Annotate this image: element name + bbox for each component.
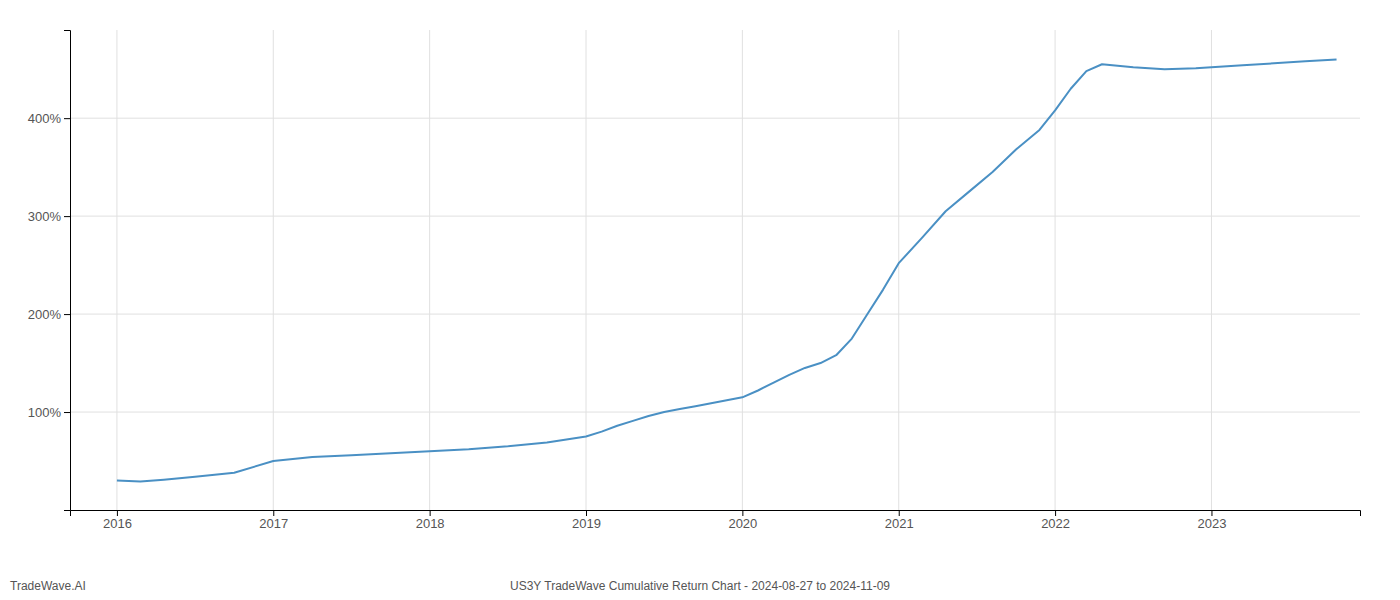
- tick: 2021: [885, 510, 914, 531]
- tick-mark: [273, 510, 274, 516]
- tick-mark: [117, 510, 118, 516]
- tick-label: 2018: [416, 516, 445, 531]
- tick: 2019: [572, 510, 601, 531]
- tick: 2022: [1041, 510, 1070, 531]
- grid-line: [70, 314, 1360, 315]
- x-axis: 2016 2017 2018 2019 2020 2021 2022 2023: [71, 510, 1361, 531]
- grid-line: [116, 30, 117, 510]
- y-axis: 100% 200% 300% 400%: [28, 31, 71, 511]
- tick-label: 200%: [28, 307, 62, 322]
- grid-line: [586, 30, 587, 510]
- tick-label: 2022: [1041, 516, 1070, 531]
- tick: 400%: [28, 111, 70, 126]
- tick-mark: [64, 314, 70, 315]
- grid-line: [742, 30, 743, 510]
- grid-line: [70, 216, 1360, 217]
- title: US3Y TradeWave Cumulative Return Chart -…: [510, 579, 890, 593]
- tick-mark: [586, 510, 587, 516]
- tick: 100%: [28, 405, 70, 420]
- tick: 200%: [28, 307, 70, 322]
- tick-mark: [1211, 510, 1212, 516]
- line: [117, 59, 1337, 481]
- tick-mark: [742, 510, 743, 516]
- tick: 2020: [728, 510, 757, 531]
- tick-label: 2016: [103, 516, 132, 531]
- tick-label: 300%: [28, 209, 62, 224]
- tick-label: 2019: [572, 516, 601, 531]
- tick-label: 2017: [259, 516, 288, 531]
- grid-line: [70, 412, 1360, 413]
- grid: [70, 30, 1360, 510]
- watermark: TradeWave.AI: [10, 579, 86, 593]
- tick-label: 400%: [28, 111, 62, 126]
- grid-line: [429, 30, 430, 510]
- tick-mark: [64, 118, 70, 119]
- tick-mark: [1055, 510, 1056, 516]
- tick: 2018: [416, 510, 445, 531]
- tick-mark: [64, 412, 70, 413]
- tick-mark: [899, 510, 900, 516]
- grid-line: [898, 30, 899, 510]
- tick-mark: [64, 216, 70, 217]
- tick-label: 2021: [885, 516, 914, 531]
- tick: 2016: [103, 510, 132, 531]
- tick: 2017: [259, 510, 288, 531]
- plot-area: [117, 59, 1337, 481]
- axis-line: [64, 31, 71, 511]
- grid-line: [1055, 30, 1056, 510]
- tick-label: 2023: [1197, 516, 1226, 531]
- tick-mark: [430, 510, 431, 516]
- tick-label: 100%: [28, 405, 62, 420]
- tick: 2023: [1197, 510, 1226, 531]
- tick: 300%: [28, 209, 70, 224]
- grid-line: [1211, 30, 1212, 510]
- tick-label: 2020: [728, 516, 757, 531]
- grid-line: [273, 30, 274, 510]
- chart: 2016 2017 2018 2019 2020 2021 2022 2023 100% 200%…: [0, 0, 1400, 600]
- axis-line: [71, 511, 1361, 517]
- grid-line: [70, 118, 1360, 119]
